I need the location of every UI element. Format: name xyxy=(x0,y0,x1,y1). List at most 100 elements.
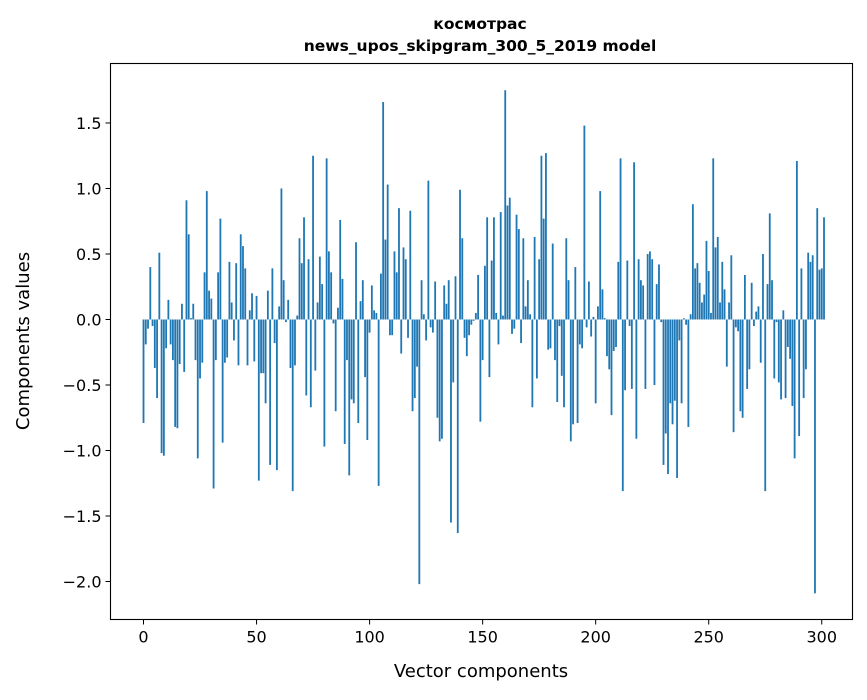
y-tick-label: 1.5 xyxy=(76,114,101,133)
y-tick-label: −1.5 xyxy=(63,507,102,526)
bar xyxy=(707,271,710,320)
bar xyxy=(190,318,192,320)
bar xyxy=(734,319,737,328)
bar xyxy=(488,319,491,378)
bar xyxy=(314,319,317,371)
y-axis-label: Components values xyxy=(13,252,34,430)
bar xyxy=(732,319,735,433)
bar xyxy=(669,319,672,404)
bar xyxy=(691,204,694,320)
bar xyxy=(585,319,588,328)
bar xyxy=(587,281,590,320)
bar xyxy=(379,273,382,320)
bar xyxy=(459,189,461,320)
bar xyxy=(743,274,746,320)
bar xyxy=(741,319,744,418)
bar xyxy=(599,191,602,320)
y-tick-label: 0.5 xyxy=(76,245,101,264)
bar xyxy=(649,251,651,320)
bar xyxy=(470,319,473,325)
bar xyxy=(192,303,195,320)
bar xyxy=(719,302,721,320)
bar xyxy=(563,319,565,408)
bar xyxy=(176,319,179,429)
bar xyxy=(816,208,819,320)
bar xyxy=(262,319,265,374)
bar xyxy=(223,319,226,363)
bar xyxy=(285,319,287,323)
bar xyxy=(219,218,222,320)
x-tick-label: 150 xyxy=(467,628,498,647)
bar xyxy=(506,205,509,320)
bar xyxy=(680,319,683,404)
bar xyxy=(251,293,253,320)
bar xyxy=(508,197,511,320)
bar xyxy=(350,319,353,400)
bar xyxy=(282,280,285,320)
bar xyxy=(481,319,484,361)
bar xyxy=(398,208,400,320)
bar xyxy=(621,319,624,492)
bar xyxy=(678,319,681,341)
plot-frame xyxy=(109,62,854,621)
bar xyxy=(341,278,344,320)
bar xyxy=(361,280,364,320)
chart-subtitle: news_upos_skipgram_300_5_2019 model xyxy=(304,37,657,55)
bar xyxy=(427,180,430,320)
bar xyxy=(764,319,767,492)
bar xyxy=(278,306,281,320)
bar xyxy=(395,272,398,320)
bar xyxy=(608,319,611,370)
bar xyxy=(400,319,403,354)
bar xyxy=(633,162,636,320)
bar xyxy=(773,319,776,379)
bar xyxy=(551,243,554,320)
y-axis: −2.0 −1.5 −1.0 −0.5 0.0 0.5 1.0 1.5 xyxy=(63,114,111,592)
bar xyxy=(456,319,459,534)
bar xyxy=(373,310,376,320)
bar xyxy=(434,281,437,320)
bar xyxy=(431,319,434,333)
bar xyxy=(807,252,810,320)
bar xyxy=(730,255,733,320)
bar xyxy=(228,261,231,320)
bar xyxy=(316,302,319,320)
bar xyxy=(167,299,170,320)
bar xyxy=(325,158,328,320)
bar xyxy=(438,319,441,442)
bar xyxy=(339,219,342,320)
bar xyxy=(800,268,803,320)
bar xyxy=(746,319,749,389)
bar xyxy=(737,319,740,332)
bar xyxy=(346,319,348,361)
bar xyxy=(359,301,362,320)
bar xyxy=(307,259,310,320)
bar xyxy=(461,238,464,320)
bar xyxy=(436,319,439,418)
x-tick-label: 200 xyxy=(580,628,611,647)
bar xyxy=(531,319,534,408)
bar xyxy=(791,319,794,406)
bar xyxy=(144,319,147,345)
bar xyxy=(321,284,324,320)
bar xyxy=(766,284,769,320)
bar xyxy=(212,319,215,489)
bar xyxy=(221,319,224,443)
bar xyxy=(468,319,470,336)
bar xyxy=(721,261,724,320)
bar xyxy=(391,319,394,336)
bar xyxy=(171,319,174,361)
bar xyxy=(653,319,656,385)
bar xyxy=(343,319,346,444)
bar xyxy=(309,319,312,408)
bar xyxy=(334,319,337,412)
bar xyxy=(253,319,256,362)
bar xyxy=(226,319,229,358)
bar xyxy=(233,319,235,341)
bar xyxy=(768,213,771,320)
bar xyxy=(755,311,758,320)
bar xyxy=(452,319,455,383)
bar xyxy=(504,90,507,320)
bar xyxy=(660,319,663,323)
bar xyxy=(714,247,717,320)
